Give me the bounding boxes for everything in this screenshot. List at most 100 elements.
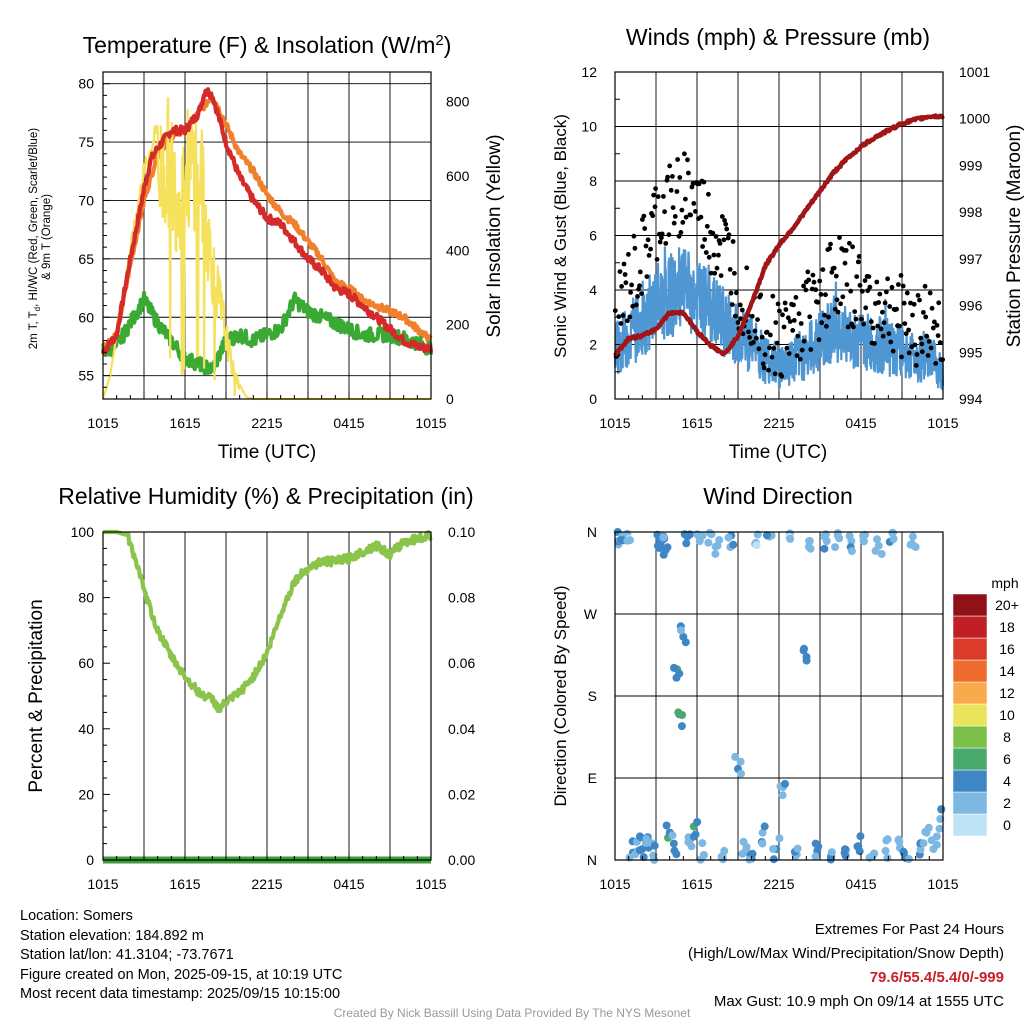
gust-point — [837, 235, 842, 241]
series-line-rh — [101, 529, 433, 714]
gust-point — [817, 278, 823, 284]
gust-point — [847, 240, 852, 246]
direction-point — [835, 534, 844, 543]
gust-point — [855, 259, 861, 265]
gust-point — [665, 174, 670, 180]
direction-point — [693, 818, 702, 826]
colorbar-label: 20+ — [995, 597, 1019, 613]
colorbar-label: 2 — [1003, 795, 1011, 811]
direction-point — [731, 752, 740, 761]
gust-point — [718, 273, 724, 278]
y-tick-label: 2 — [589, 337, 597, 353]
gust-point — [716, 252, 721, 258]
gust-point — [811, 279, 817, 285]
gust-point — [840, 294, 846, 300]
direction-point — [705, 528, 714, 537]
gust-point — [820, 267, 826, 272]
y-tick-label: 100 — [71, 524, 95, 540]
gust-point — [629, 282, 634, 288]
gust-point — [861, 321, 866, 327]
gust-point — [654, 257, 660, 262]
wind-panel: 0 2 4 6 8 10 12 994 995 996 997 998 999 1000 1001 1015 1… — [581, 64, 990, 431]
gust-point — [911, 301, 917, 307]
rh-panel-title: Relative Humidity (%) & Precipitation (i… — [58, 483, 473, 509]
direction-point — [855, 847, 864, 856]
gust-point — [914, 352, 920, 357]
gust-point — [919, 349, 925, 355]
y-tick-label: 8 — [589, 173, 597, 189]
gust-point — [663, 241, 669, 246]
max-gust: Max Gust: 10.9 mph On 09/14 at 1555 UTC — [713, 993, 1004, 1010]
gust-point — [639, 291, 644, 296]
y2-tick-label: 1000 — [959, 111, 990, 127]
y-tick-label: 75 — [78, 134, 94, 150]
y2-tick-label: 0.00 — [448, 852, 475, 868]
gust-point — [729, 302, 735, 307]
y2-tick-label: 1001 — [959, 64, 990, 80]
gust-point — [652, 204, 658, 210]
y-tick-label: 6 — [589, 228, 597, 244]
y2-tick-label: 0 — [446, 391, 454, 407]
gust-point — [771, 345, 777, 351]
gust-point — [878, 326, 884, 332]
direction-point — [860, 537, 868, 546]
gust-point — [904, 290, 910, 296]
gust-point — [928, 345, 934, 351]
gust-point — [675, 157, 680, 162]
station-info: Location: Somers Station elevation: 184.… — [20, 907, 342, 1005]
gust-point — [912, 342, 918, 348]
direction-point — [729, 540, 738, 549]
direction-points — [613, 528, 946, 864]
x-tick-label: 1015 — [927, 876, 958, 892]
gust-point — [933, 361, 939, 366]
gust-point — [688, 212, 693, 218]
gust-point — [651, 192, 656, 198]
series-line-pressure — [613, 113, 945, 357]
direction-point — [786, 534, 795, 543]
station-latlon: Station lat/lon: 41.3104; -73.7671 — [20, 947, 234, 963]
gust-point — [680, 220, 686, 225]
gust-point — [650, 213, 656, 219]
gust-point — [870, 325, 876, 331]
gust-point — [683, 196, 688, 202]
gust-point — [769, 354, 775, 360]
gust-point — [872, 341, 877, 346]
direction-point — [678, 711, 687, 719]
rh-panel-ylabel-left: Percent & Precipitation — [26, 599, 47, 792]
direction-point — [899, 848, 908, 857]
series-line-wind — [613, 246, 945, 392]
y2-tick-label: 0.02 — [448, 786, 475, 802]
direction-point — [758, 828, 767, 837]
direction-point — [635, 846, 644, 855]
dir-panel-ylabel-left: Direction (Colored By Speed) — [551, 585, 570, 806]
gust-point — [774, 340, 780, 346]
x-tick-label: 2215 — [763, 415, 794, 431]
gust-point — [722, 218, 727, 223]
direction-point — [698, 839, 707, 848]
gust-point — [666, 232, 672, 238]
gust-point — [888, 339, 894, 345]
gust-point — [935, 333, 941, 338]
temp-panel-xlabel: Time (UTC) — [218, 442, 317, 463]
x-tick-label: 1615 — [681, 876, 712, 892]
gust-point — [674, 189, 680, 194]
direction-point — [889, 535, 898, 543]
x-tick-label: 2215 — [763, 876, 794, 892]
direction-point — [724, 533, 733, 542]
gust-point — [801, 283, 806, 289]
gust-point — [706, 254, 712, 260]
direction-point — [845, 532, 854, 540]
gust-point — [882, 300, 888, 306]
gust-point — [712, 270, 718, 276]
gust-point — [632, 245, 638, 251]
gust-point — [713, 234, 719, 239]
extremes-subtitle: (High/Low/Max Wind/Precipitation/Snow De… — [688, 945, 1004, 962]
gust-point — [655, 194, 661, 200]
gust-point — [726, 232, 732, 238]
gust-point — [782, 300, 788, 306]
x-tick-label: 0415 — [333, 415, 364, 431]
gust-point — [889, 284, 895, 290]
y-tick-label: 80 — [78, 590, 94, 606]
gust-point — [657, 239, 663, 245]
